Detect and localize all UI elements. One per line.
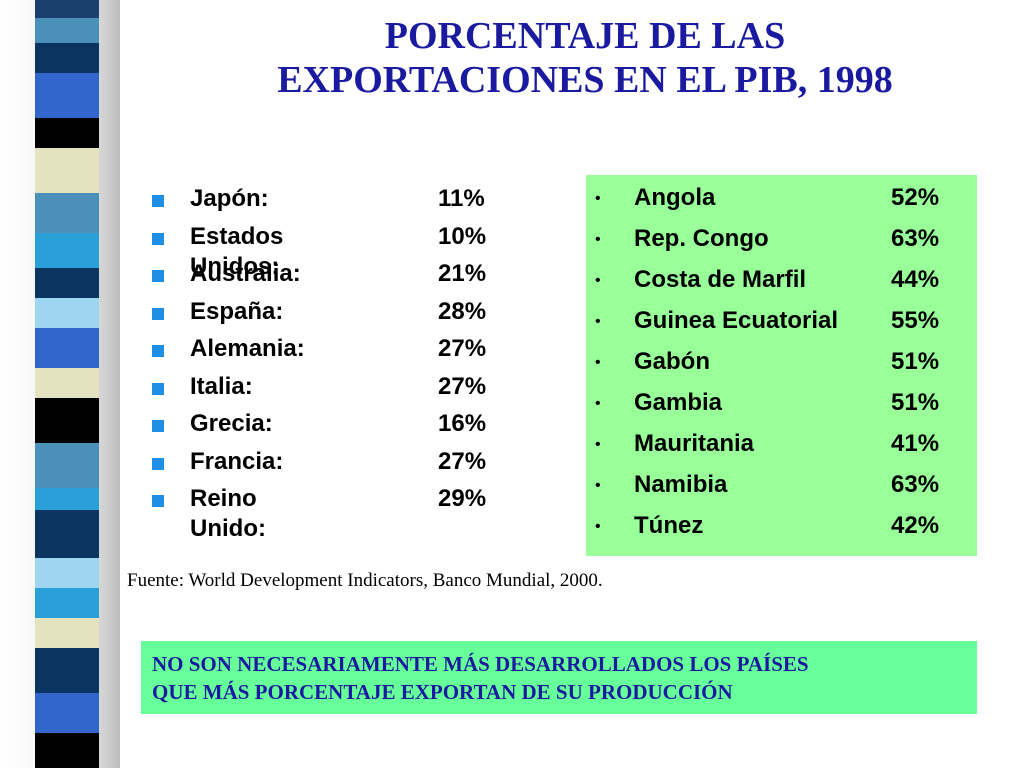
conclusion-note: NO SON NECESARIAMENTE MÁS DESARROLLADOS …: [141, 641, 977, 714]
list-item: • Gambia 51%: [586, 388, 977, 429]
square-bullet-icon: [152, 307, 164, 320]
decorative-strip-block: [35, 193, 99, 233]
list-item: • Rep. Congo 63%: [586, 224, 977, 265]
country-value: 10%: [438, 222, 487, 250]
country-name: Costa de Marfil: [634, 266, 807, 293]
decorative-strip-block: [35, 148, 99, 193]
decorative-strip-block: [35, 398, 99, 443]
source-citation: Fuente: World Development Indicators, Ba…: [127, 570, 603, 591]
decorative-strip-block: [35, 233, 99, 268]
square-bullet-icon: [152, 495, 164, 507]
country-name: Rep. Congo: [634, 225, 769, 252]
dot-bullet-icon: •: [595, 313, 601, 330]
country-name: Alemania:: [190, 335, 305, 362]
decorative-side-band: [0, 0, 120, 768]
country-value: 42%: [891, 512, 940, 539]
square-bullet-icon: [152, 195, 164, 207]
country-value: 28%: [438, 297, 487, 325]
note-line-2: QUE MÁS PORCENTAJE EXPORTAN DE SU PRODUC…: [152, 680, 733, 704]
note-line-1: NO SON NECESARIAMENTE MÁS DESARROLLADOS …: [152, 652, 809, 676]
decorative-strip-block: [35, 268, 99, 298]
country-value: 63%: [891, 471, 940, 498]
country-value: 55%: [891, 307, 940, 334]
country-name: Túnez: [634, 512, 704, 539]
decorative-strip-block: [35, 733, 99, 768]
dot-bullet-icon: •: [595, 395, 601, 412]
decorative-strip-block: [35, 118, 99, 148]
country-name: Estados Unidos:: [190, 222, 284, 280]
country-name: Namibia: [634, 471, 728, 498]
country-value: 27%: [438, 335, 487, 362]
country-value: 44%: [891, 266, 940, 293]
dot-bullet-icon: •: [595, 190, 601, 207]
country-name: Francia:: [190, 447, 284, 475]
list-item: • Túnez 42%: [586, 511, 977, 552]
dot-bullet-icon: •: [595, 436, 601, 453]
country-name: Mauritania: [634, 430, 755, 457]
decorative-strip-block: [35, 18, 99, 43]
country-name: Grecia:: [190, 410, 273, 437]
decorative-strip-block: [35, 43, 99, 73]
country-value: 11%: [438, 185, 485, 212]
square-bullet-icon: [152, 420, 164, 432]
country-value: 16%: [438, 410, 487, 437]
country-name: Gambia: [634, 389, 723, 416]
square-bullet-icon: [152, 457, 164, 470]
decorative-strip-block: [35, 73, 99, 118]
decorative-strip-block: [35, 558, 99, 588]
decorative-strip-block: [35, 368, 99, 398]
country-value: 27%: [438, 372, 487, 400]
country-value: 41%: [891, 430, 940, 457]
page-title: PORCENTAJE DE LAS EXPORTACIONES EN EL PI…: [150, 14, 1020, 102]
country-value: 21%: [438, 260, 487, 287]
country-value: 27%: [438, 447, 487, 475]
list-item: • Costa de Marfil 44%: [586, 265, 977, 306]
decorative-strip-block: [35, 693, 99, 733]
country-value: 63%: [891, 225, 940, 252]
list-item: • Namibia 63%: [586, 470, 977, 511]
square-bullet-icon: [152, 270, 164, 282]
decorative-strip-block: [35, 488, 99, 510]
decorative-strip-block: [35, 648, 99, 693]
list-item: • Guinea Ecuatorial 55%: [586, 306, 977, 347]
country-name: Angola: [634, 184, 716, 211]
country-value: 52%: [891, 184, 940, 211]
country-name: Gabón: [634, 348, 710, 375]
square-bullet-icon: [152, 232, 164, 245]
african-countries-list: • Angola 52% • Rep. Congo 63% • Costa de Marf…: [586, 183, 977, 552]
dot-bullet-icon: •: [595, 231, 601, 248]
square-bullet-icon: [152, 345, 164, 357]
list-item: • Mauritania 41%: [586, 429, 977, 470]
decorative-strip-block: [35, 510, 99, 558]
african-countries-box: • Angola 52% • Rep. Congo 63% • Costa de Marf…: [586, 175, 977, 556]
country-value: 51%: [891, 389, 940, 416]
decorative-strip-block: [35, 588, 99, 618]
country-name: Australia:: [190, 260, 301, 287]
decorative-strip-block: [35, 298, 99, 328]
country-name: España:: [190, 297, 284, 325]
dot-bullet-icon: •: [595, 518, 601, 535]
dot-bullet-icon: •: [595, 477, 601, 494]
country-name: Japón:: [190, 185, 269, 212]
decorative-strip-block: [35, 618, 99, 648]
country-value: 29%: [438, 485, 487, 512]
country-name: Italia:: [190, 372, 253, 400]
dot-bullet-icon: •: [595, 272, 601, 289]
decorative-strip-block: [35, 328, 99, 368]
country-name: Reino Unido:: [190, 485, 266, 542]
country-value: 51%: [891, 348, 940, 375]
list-item: • Gabón 51%: [586, 347, 977, 388]
decorative-strip-block: [35, 443, 99, 488]
list-item: • Angola 52%: [586, 183, 977, 224]
decorative-color-strip: [35, 0, 99, 768]
title-line-1: PORCENTAJE DE LAS: [384, 15, 786, 57]
square-bullet-icon: [152, 382, 164, 395]
country-name: Guinea Ecuatorial: [634, 307, 839, 334]
dot-bullet-icon: •: [595, 354, 601, 371]
title-line-2: EXPORTACIONES EN EL PIB, 1998: [277, 59, 893, 101]
decorative-strip-block: [35, 0, 99, 18]
